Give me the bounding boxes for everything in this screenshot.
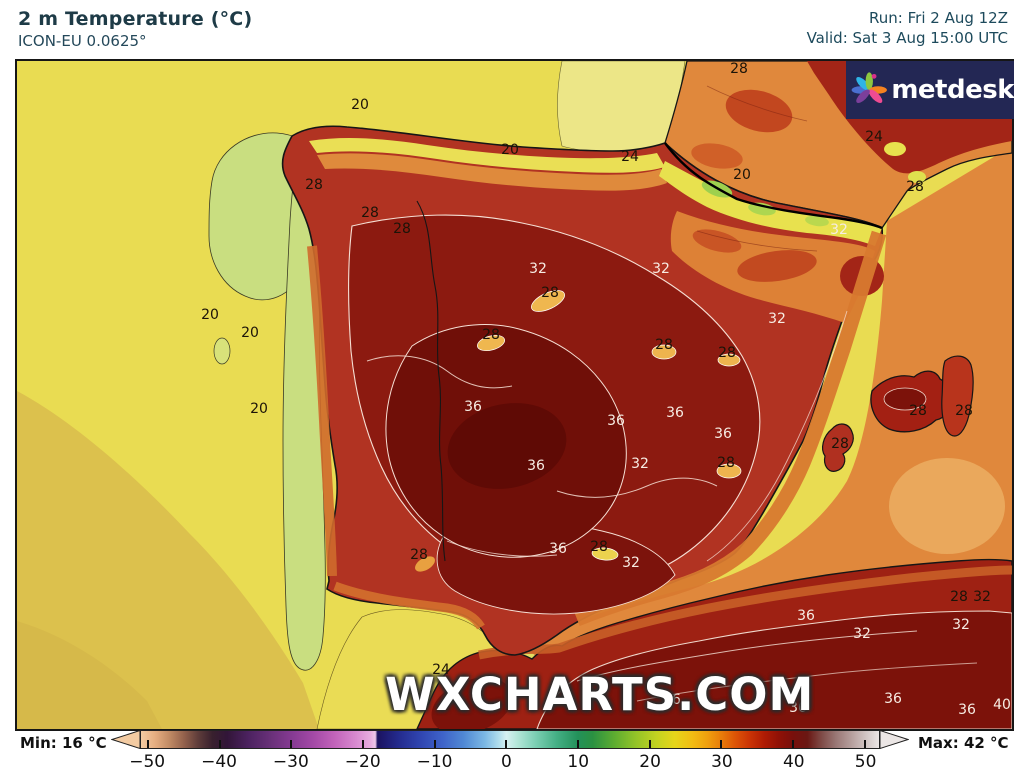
contour-label: 28 (717, 455, 735, 471)
contour-label: 24 (865, 129, 883, 145)
contour-label: 28 (730, 61, 748, 77)
contour-label: 36 (714, 426, 732, 442)
run-time: Run: Fri 2 Aug 12Z (869, 9, 1008, 27)
contour-label: 32 (622, 555, 640, 571)
contour-label: 32 (952, 617, 970, 633)
pyrenees-border (664, 142, 883, 230)
contour-label: 28 (955, 403, 973, 419)
contour-label: 36 (884, 691, 902, 707)
contour-label: 36 (663, 692, 681, 708)
run-valid-info: Run: Fri 2 Aug 12Z Valid: Sat 3 Aug 15:0… (807, 8, 1008, 48)
contour-label: 36 (797, 608, 815, 624)
contour-label: 32 (631, 456, 649, 472)
contour-label: 20 (250, 401, 268, 417)
colorbar-tick (147, 740, 150, 748)
contour-label: 28 (590, 539, 608, 555)
colorbar-max-label: Max: 42 °C (918, 734, 1009, 752)
contour-label: 24 (621, 149, 639, 165)
colorbar-tick-label: 20 (639, 752, 661, 772)
contour-label: 36 (666, 405, 684, 421)
contour-label: 28 (909, 403, 927, 419)
page-title: 2 m Temperature (°C) (18, 8, 253, 30)
colorbar-tick (433, 740, 436, 748)
colorbar-tick (505, 740, 508, 748)
metdesk-logo: metdesk (846, 61, 1014, 119)
contour-label: 32 (768, 311, 786, 327)
wxcharts-watermark: WXCHARTS.COM (385, 668, 815, 721)
colorbar-tick-label: −30 (272, 752, 309, 772)
contour-label: 36 (549, 541, 567, 557)
contour-label: 32 (853, 626, 871, 642)
iberia-land (281, 125, 887, 656)
colorbar-tick-label: 40 (782, 752, 805, 772)
contour-label: 36 (789, 700, 807, 716)
contour-label: 32 (830, 222, 848, 238)
colorbar-tick (290, 740, 293, 748)
colorbar-tick-label: 0 (500, 752, 512, 772)
contour-label: 20 (241, 325, 259, 341)
contour-label: 28 (361, 205, 379, 221)
contour-label: 24 (432, 662, 450, 678)
contour-label: 20 (501, 142, 519, 158)
contour-label: 28 (393, 221, 411, 237)
contour-label: 28 (906, 179, 924, 195)
valid-time: Valid: Sat 3 Aug 15:00 UTC (806, 29, 1008, 47)
model-subtitle: ICON-EU 0.0625° (18, 32, 147, 50)
contour-label: 36 (527, 458, 545, 474)
colorbar-tick (720, 740, 723, 748)
balearic-islands (822, 355, 974, 472)
colorbar-gradient (140, 730, 880, 749)
contour-label: 28 (541, 285, 559, 301)
ocean-warm-corner (17, 621, 162, 729)
contour-label: 28 (410, 547, 428, 563)
colorbar-tick-labels: −50 −40 −30 −20 −10 0 10 20 30 40 50 (129, 752, 880, 774)
colorbar-arrow-right (880, 730, 909, 749)
contour-label: 36 (958, 702, 976, 718)
coastal-cool-blob (213, 337, 231, 365)
colorbar-tick (648, 740, 651, 748)
colorbar-tick (792, 740, 795, 748)
colorbar-tick-label: −10 (416, 752, 453, 772)
colorbar-arrow-left (111, 730, 140, 749)
contour-label: 20 (733, 167, 751, 183)
med-light-patch (889, 458, 1005, 554)
colorbar-tick (577, 740, 580, 748)
contour-label: 40 (993, 697, 1011, 713)
colorbar-tick (362, 740, 365, 748)
contour-label: 28 (655, 337, 673, 353)
contour-label: 20 (201, 307, 219, 323)
metdesk-flower-icon (851, 72, 887, 104)
colorbar-tick-label: 10 (567, 752, 590, 772)
colorbar-tick-label: −40 (201, 752, 237, 772)
contour-label: 28 (950, 589, 968, 605)
colorbar-min-label: Min: 16 °C (20, 734, 107, 752)
colorbar-tick (863, 740, 866, 748)
contour-label: 32 (973, 589, 991, 605)
colorbar-tick-label: −50 (129, 752, 166, 772)
contour-label: 28 (305, 177, 323, 193)
contour-label: 32 (652, 261, 670, 277)
contour-label: 36 (464, 399, 482, 415)
colorbar-tick-label: 30 (711, 752, 733, 772)
metdesk-wordmark: metdesk (891, 75, 1014, 105)
ocean-warm-sw (17, 391, 319, 729)
contour-label: 36 (607, 413, 625, 429)
colorbar-tick (218, 740, 221, 748)
north-africa-land (416, 558, 1012, 729)
temperature-map: 20 20 20 20 20 24 24 28 20 28 32 28 28 28 32 32 28 28 28 28… (15, 59, 1014, 731)
colorbar-tick-label: −20 (344, 752, 381, 772)
contour-label: 28 (831, 436, 849, 452)
contour-label: 28 (482, 327, 500, 343)
contour-label: 28 (718, 345, 736, 361)
contour-label: 20 (351, 97, 369, 113)
colorbar-tick-label: 50 (854, 752, 877, 772)
contour-label: 32 (529, 261, 547, 277)
portugal-spain-border (416, 200, 446, 562)
